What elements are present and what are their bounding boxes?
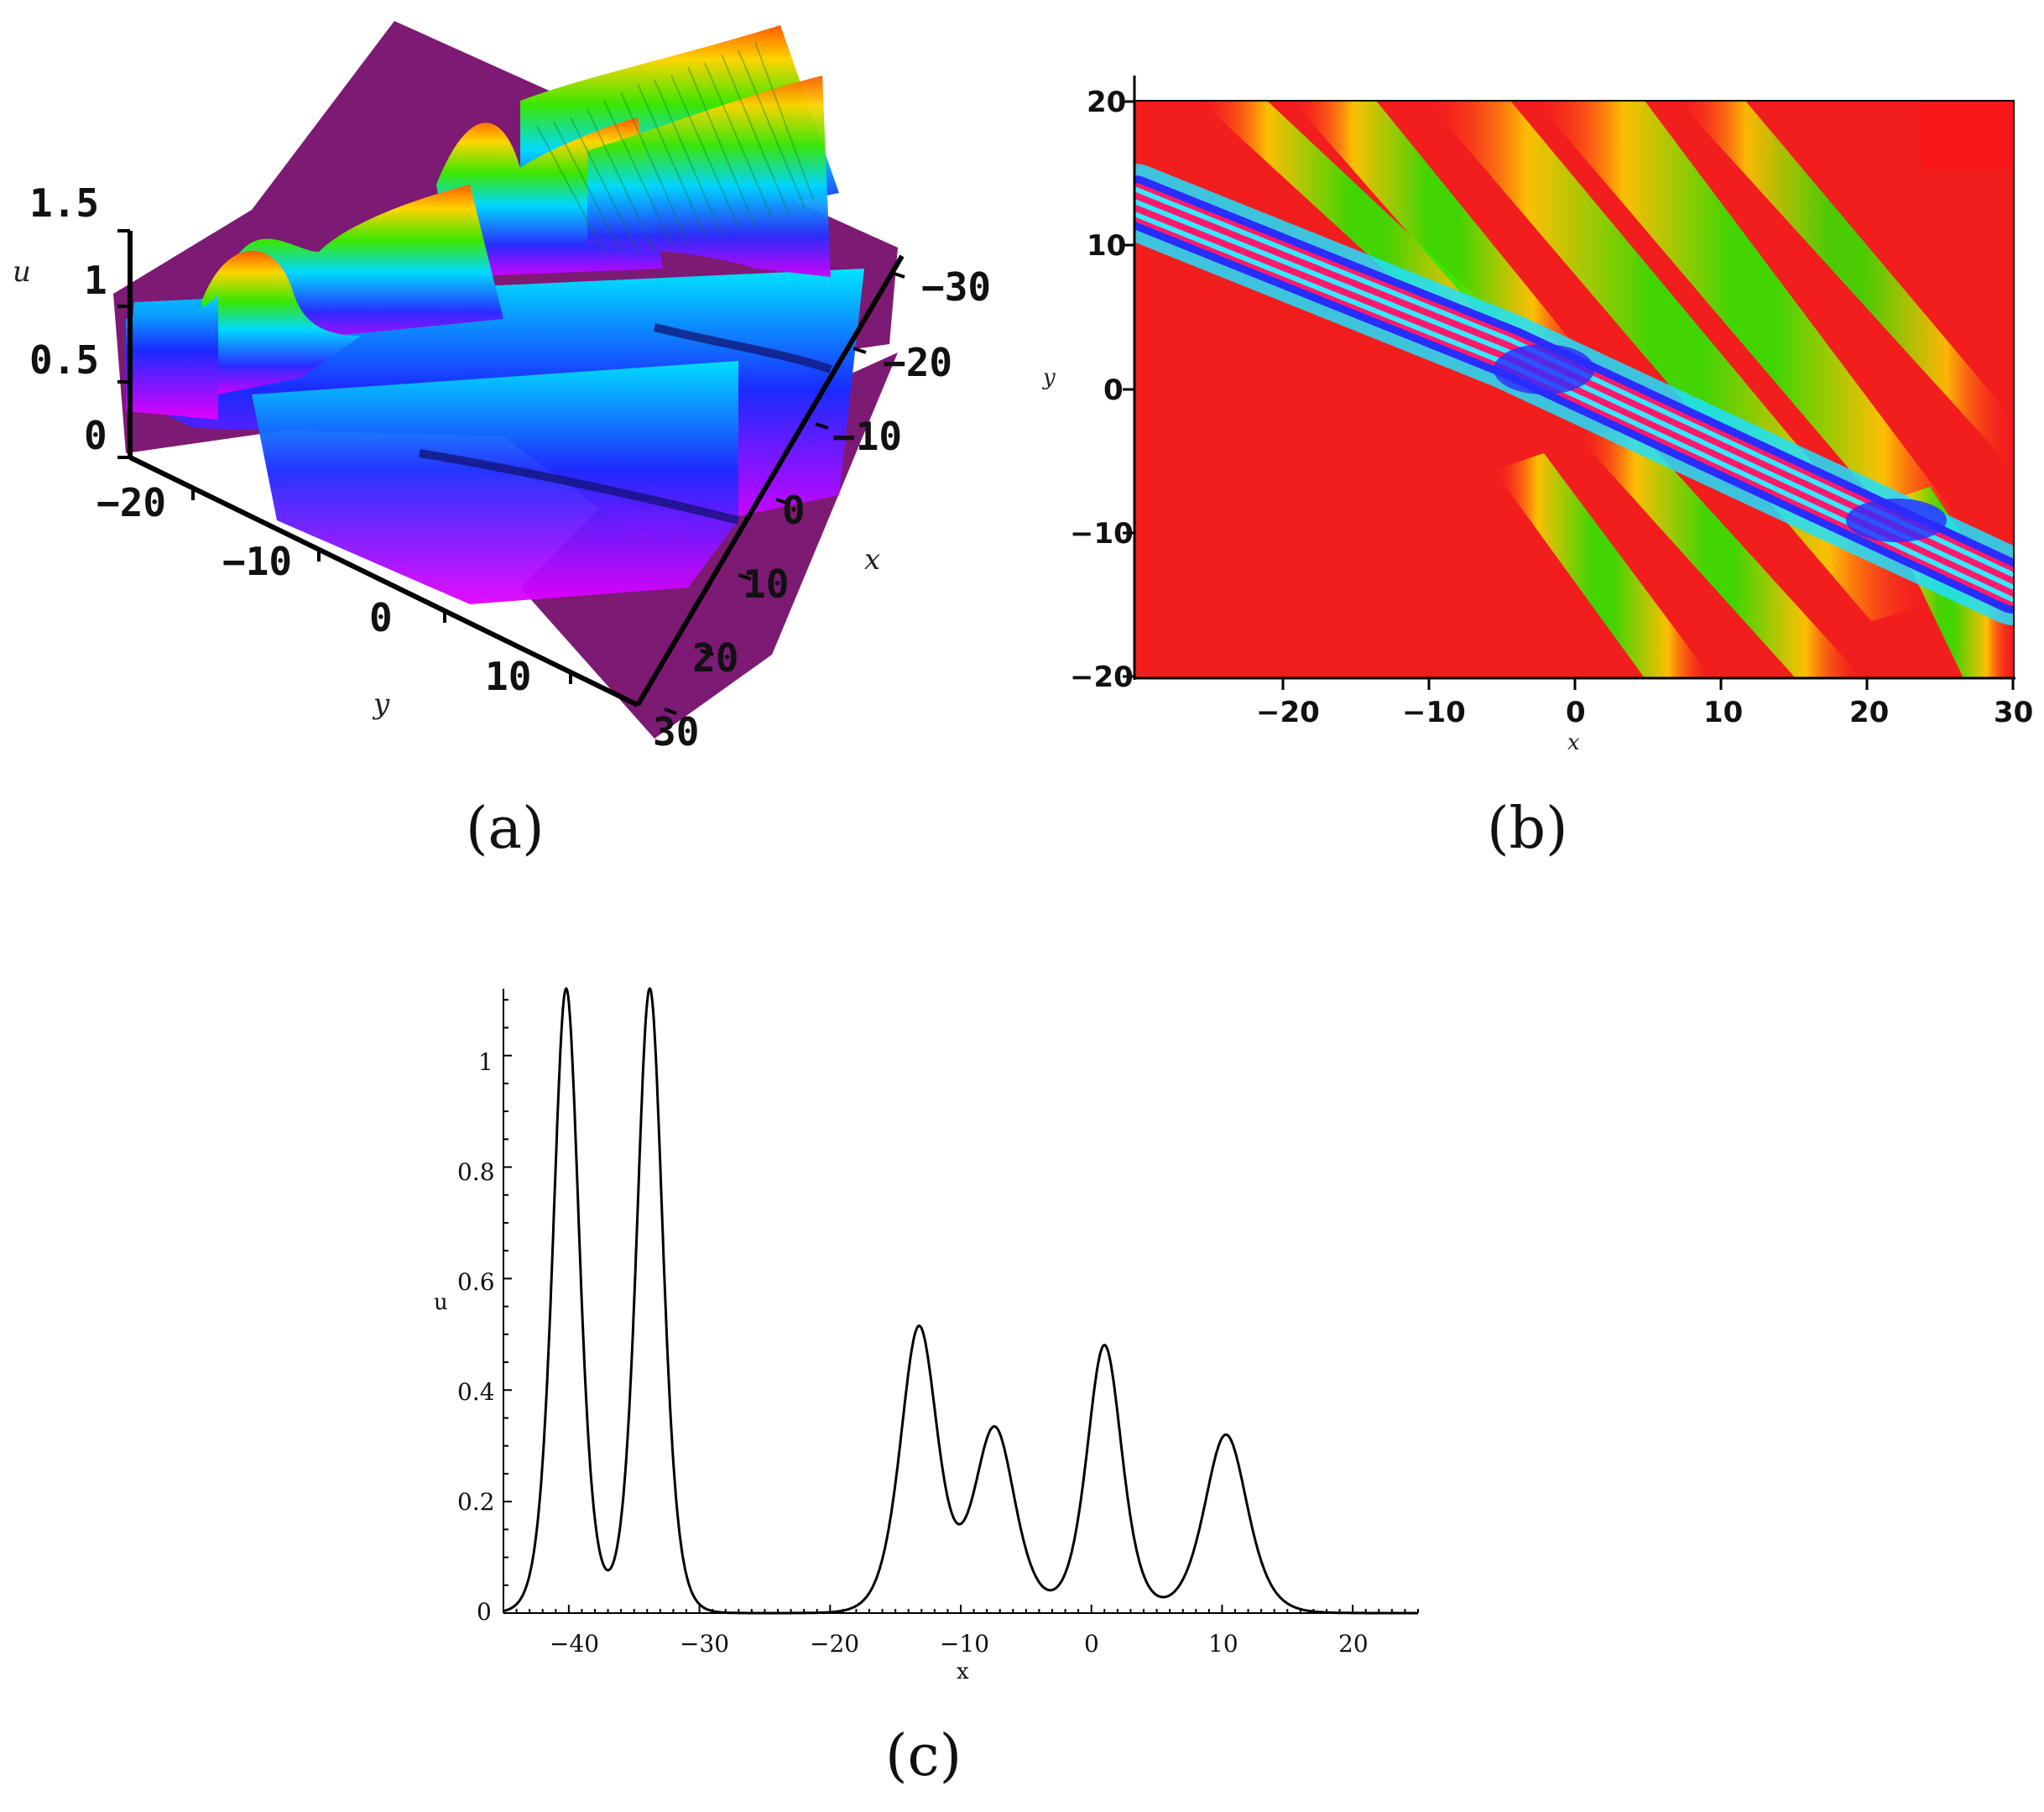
surface-left-edge <box>126 294 218 420</box>
x-tick-label: 20 <box>1338 1630 1369 1658</box>
x-tick-label: −20 <box>1256 696 1320 729</box>
wave-band <box>1292 101 1594 378</box>
y-tick-label: −20 <box>96 480 166 525</box>
wave-band <box>1577 420 1863 678</box>
surface-trough-line <box>419 449 740 525</box>
axis-ticks-3d <box>117 229 905 715</box>
x-tick-label: 10 <box>1208 1630 1238 1658</box>
y-tick-label: 20 <box>1087 86 1126 119</box>
surface-trough-line <box>653 323 832 373</box>
x-tick-label: −10 <box>1402 696 1466 729</box>
x-tick-label: 30 <box>1994 696 2033 729</box>
z-tick-label: 1.5 <box>29 180 99 226</box>
y-tick-label: 0 <box>1103 373 1124 407</box>
x-tick-label: 10 <box>1703 696 1743 729</box>
x-axis-label: x <box>864 543 880 577</box>
z-tick-label: 0.5 <box>29 337 99 383</box>
x-tick-label: −30 <box>921 264 991 310</box>
panel-label-a: (a) <box>466 796 545 862</box>
x-tick-label: 30 <box>653 709 699 755</box>
collision-blob <box>1846 499 1947 542</box>
x-tick-label: 0 <box>1084 1630 1099 1658</box>
panel-b-density-plot: 20 10 0 −10 −20 y −20 −10 0 10 20 30 x (… <box>1042 76 2033 862</box>
wave-band <box>1536 101 1972 554</box>
y-axis-ticks <box>503 999 512 1614</box>
x-tick-label: −10 <box>832 414 902 459</box>
y-axis-label: y <box>1042 365 1056 390</box>
y-tick-label: −10 <box>222 539 292 584</box>
y-axis-label: u <box>434 1290 448 1315</box>
panel-a-surface-plot: 1.5 1 0.5 0 u −20 −10 0 10 y −30 −20 −10… <box>13 21 991 862</box>
collision-blob <box>1494 344 1594 394</box>
x-axis-ticks <box>503 1605 1419 1613</box>
panel-c-line-plot: 0 0.2 0.4 0.6 0.8 1 u −40 −30 −20 −10 0 … <box>434 986 1419 1789</box>
x-axis-label: x <box>1567 730 1580 755</box>
x-tick-label: −20 <box>810 1630 859 1658</box>
y-tick-label: 0 <box>369 595 393 640</box>
corner-shade <box>1921 101 2014 168</box>
surface-lower-sheet <box>252 361 738 604</box>
y-tick-label: 0.4 <box>457 1378 495 1406</box>
z-tick-label: 0 <box>84 413 107 458</box>
y-tick-label: 0.8 <box>457 1158 495 1186</box>
x-tick-label: −20 <box>883 340 952 385</box>
x-tick-label: 0 <box>1566 696 1586 729</box>
panel-label-b: (b) <box>1487 796 1568 862</box>
y-tick-label: 10 <box>485 654 531 699</box>
y-axis-b <box>1123 76 1136 680</box>
y-tick-label: −20 <box>1070 661 1134 694</box>
z-tick-label: 1 <box>84 258 107 303</box>
y-tick-label: −10 <box>1070 517 1134 551</box>
z-axis-label: u <box>13 255 31 289</box>
wave-band <box>1494 453 1712 678</box>
axis-lines-3d <box>128 231 905 708</box>
x-tick-label: −40 <box>550 1630 599 1658</box>
y-tick-label: 0.6 <box>457 1268 495 1296</box>
y-tick-label: 0 <box>477 1598 492 1626</box>
series-line-u <box>503 986 1418 1615</box>
panel-label-c: (c) <box>885 1723 962 1789</box>
x-tick-label: −30 <box>680 1630 729 1658</box>
wave-band <box>1678 101 2014 470</box>
x-axis-b <box>1134 676 2015 690</box>
x-tick-label: −10 <box>940 1630 989 1658</box>
surface-ridge-right <box>587 76 831 277</box>
x-tick-label: 10 <box>743 561 789 607</box>
y-tick-label: 10 <box>1087 229 1126 263</box>
surface-ridge-front <box>201 250 361 394</box>
y-axis-label: y <box>372 687 390 721</box>
y-tick-label: 0.2 <box>457 1488 495 1516</box>
x-axis-label: x <box>957 1659 969 1684</box>
x-tick-label: 20 <box>692 635 738 681</box>
x-tick-label: 0 <box>782 488 806 533</box>
x-tick-label: 20 <box>1849 696 1889 729</box>
surface-striations <box>536 41 815 253</box>
y-tick-label: 1 <box>478 1048 493 1076</box>
